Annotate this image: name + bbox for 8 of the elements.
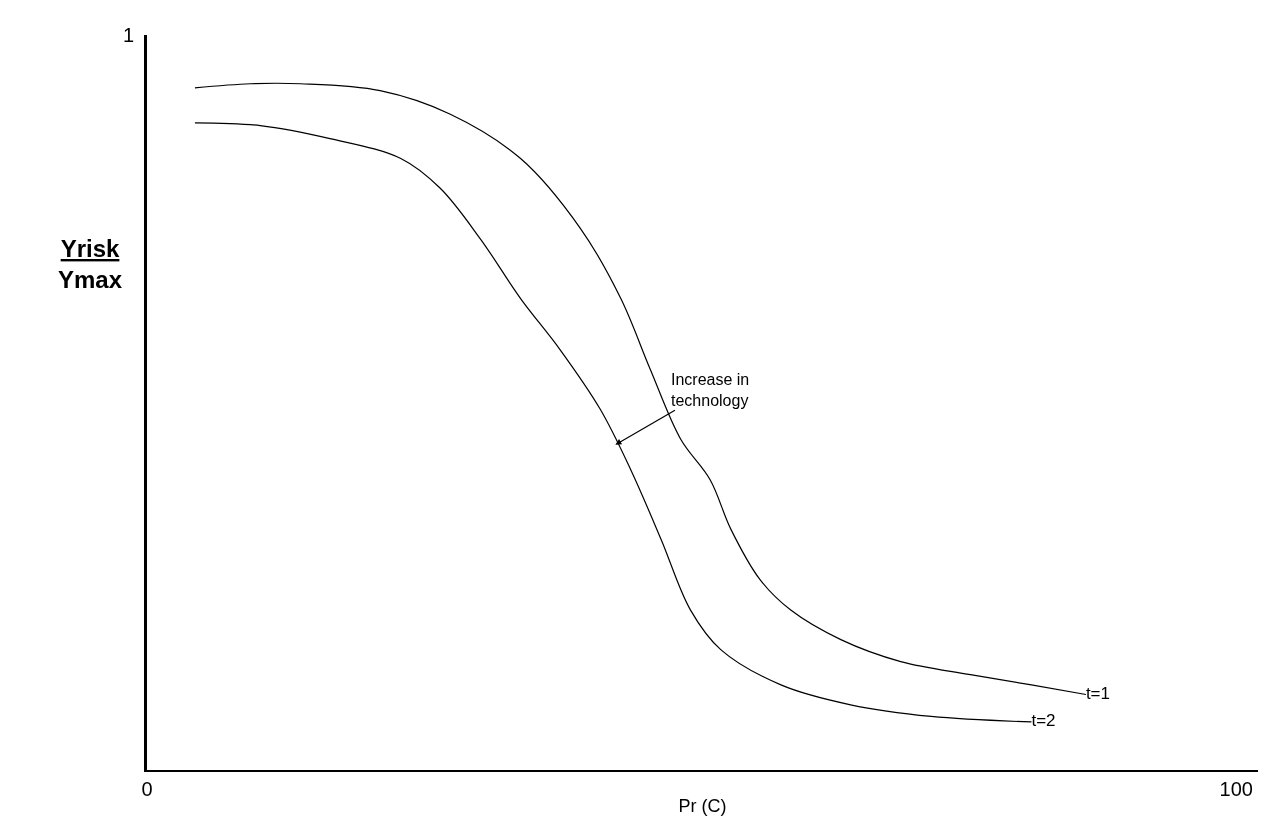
annotation: Increase in technology bbox=[671, 371, 750, 409]
x-tick-label: 100 bbox=[1219, 778, 1253, 800]
series-label: t=1 bbox=[1085, 683, 1111, 703]
text: 1 bbox=[123, 24, 135, 46]
x-axis-title: Pr (C) bbox=[678, 795, 727, 816]
series-label: t=2 bbox=[1031, 711, 1056, 731]
y-axis-title: Yrisk Ymax bbox=[58, 235, 123, 294]
x-tick-label: 0 bbox=[141, 778, 153, 800]
